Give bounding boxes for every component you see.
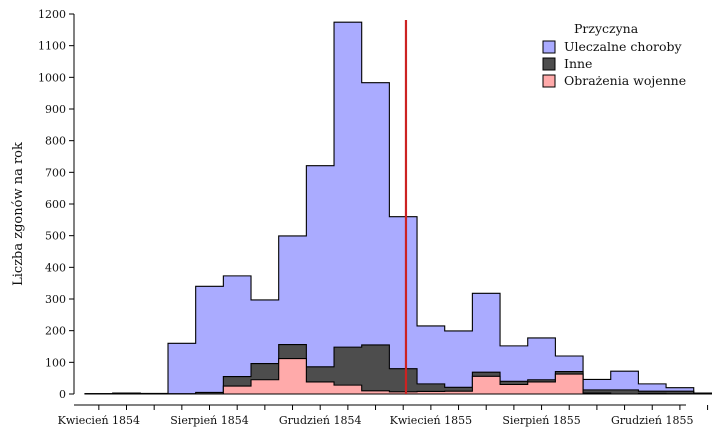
x-tick-label: Kwiecień 1854 <box>58 414 140 427</box>
area-layer <box>84 21 712 395</box>
y-tick-label: 800 <box>45 135 66 148</box>
legend-label-obrazenia-wojenne: Obrażenia wojenne <box>564 73 686 88</box>
x-tick-label: Sierpień 1854 <box>170 414 248 427</box>
y-tick-label: 300 <box>45 293 66 306</box>
y-tick-label: 100 <box>45 356 66 369</box>
x-tick-label: Grudzień 1855 <box>611 414 694 427</box>
y-tick-label: 500 <box>45 230 66 243</box>
axis-layer: 0 100 200 300 400 500 600 700 800 900 1000 1100 1200… <box>38 8 709 427</box>
legend-swatch-uleczalne-choroby <box>542 40 556 54</box>
y-tick-label: 600 <box>45 198 66 211</box>
legend: Przyczyna Uleczalne choroby Inne Obrażenia… <box>542 21 686 88</box>
y-axis-title: Liczba zgonów na rok <box>11 142 26 286</box>
y-tick-label: 700 <box>45 166 66 179</box>
legend-swatch-obrazenia-wojenne <box>542 74 556 88</box>
y-tick-label: 1000 <box>38 71 66 84</box>
y-tick-label: 200 <box>45 325 66 338</box>
x-tick-label: Grudzień 1854 <box>279 414 362 427</box>
legend-label-inne: Inne <box>564 56 592 71</box>
x-tick-label: Sierpień 1855 <box>502 414 580 427</box>
x-tick-label: Kwiecień 1855 <box>390 414 472 427</box>
legend-title: Przyczyna <box>574 21 639 36</box>
y-tick-label: 0 <box>59 388 66 401</box>
y-tick-label: 1200 <box>38 8 66 21</box>
y-tick-label: 900 <box>45 103 66 116</box>
legend-label-uleczalne-choroby: Uleczalne choroby <box>564 39 682 54</box>
series-area-uleczalne-choroby <box>84 21 712 395</box>
series-area-obrazenia-wojenne <box>85 357 712 395</box>
legend-swatch-inne <box>542 57 556 71</box>
y-tick-label: 400 <box>45 261 66 274</box>
y-tick-label: 1100 <box>38 40 66 53</box>
